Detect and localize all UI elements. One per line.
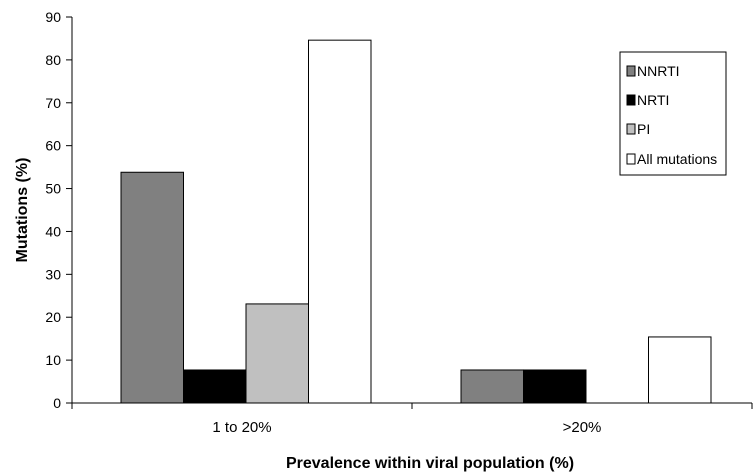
bar-nrti [183, 369, 247, 404]
y-tick-label: 10 [45, 352, 61, 368]
legend: NNRTI NRTI PI All mutations [619, 51, 727, 176]
bar-pi [245, 303, 309, 404]
x-axis-title: Prevalence within viral population (%) [286, 455, 574, 472]
y-tick-label: 60 [45, 138, 61, 154]
legend-label: NRTI [637, 92, 669, 108]
legend-label: NNRTI [637, 63, 680, 79]
y-tick-label: 70 [45, 95, 61, 111]
legend-swatch-nrti [626, 94, 636, 106]
y-axis-title: Mutations (%) [14, 158, 31, 263]
y-tick-label: 80 [45, 52, 61, 68]
bar-all-mutations [308, 39, 372, 404]
bar-nnrti [120, 171, 184, 404]
x-category-label: >20% [563, 419, 602, 436]
legend-label: All mutations [637, 151, 717, 167]
legend-swatch-pi [626, 123, 636, 135]
axes-layer: 0 10 20 30 40 50 60 70 80 90 1 to 20% >20% [45, 9, 753, 436]
y-tick-label: 20 [45, 309, 61, 325]
legend-swatch-nnrti [626, 65, 636, 77]
bars-layer [120, 39, 712, 404]
bar-all-mutations [648, 336, 712, 404]
y-tick-label: 50 [45, 181, 61, 197]
y-tick-label: 0 [53, 395, 61, 411]
y-tick-label: 40 [45, 223, 61, 239]
y-tick-label: 30 [45, 266, 61, 282]
y-tick-label: 90 [45, 9, 61, 25]
legend-label: PI [637, 121, 650, 137]
bar-nnrti [460, 369, 524, 404]
legend-swatch-all-mutations [626, 153, 636, 165]
legend-box [619, 51, 727, 176]
bar-nrti [523, 369, 587, 404]
x-category-label: 1 to 20% [212, 419, 271, 436]
